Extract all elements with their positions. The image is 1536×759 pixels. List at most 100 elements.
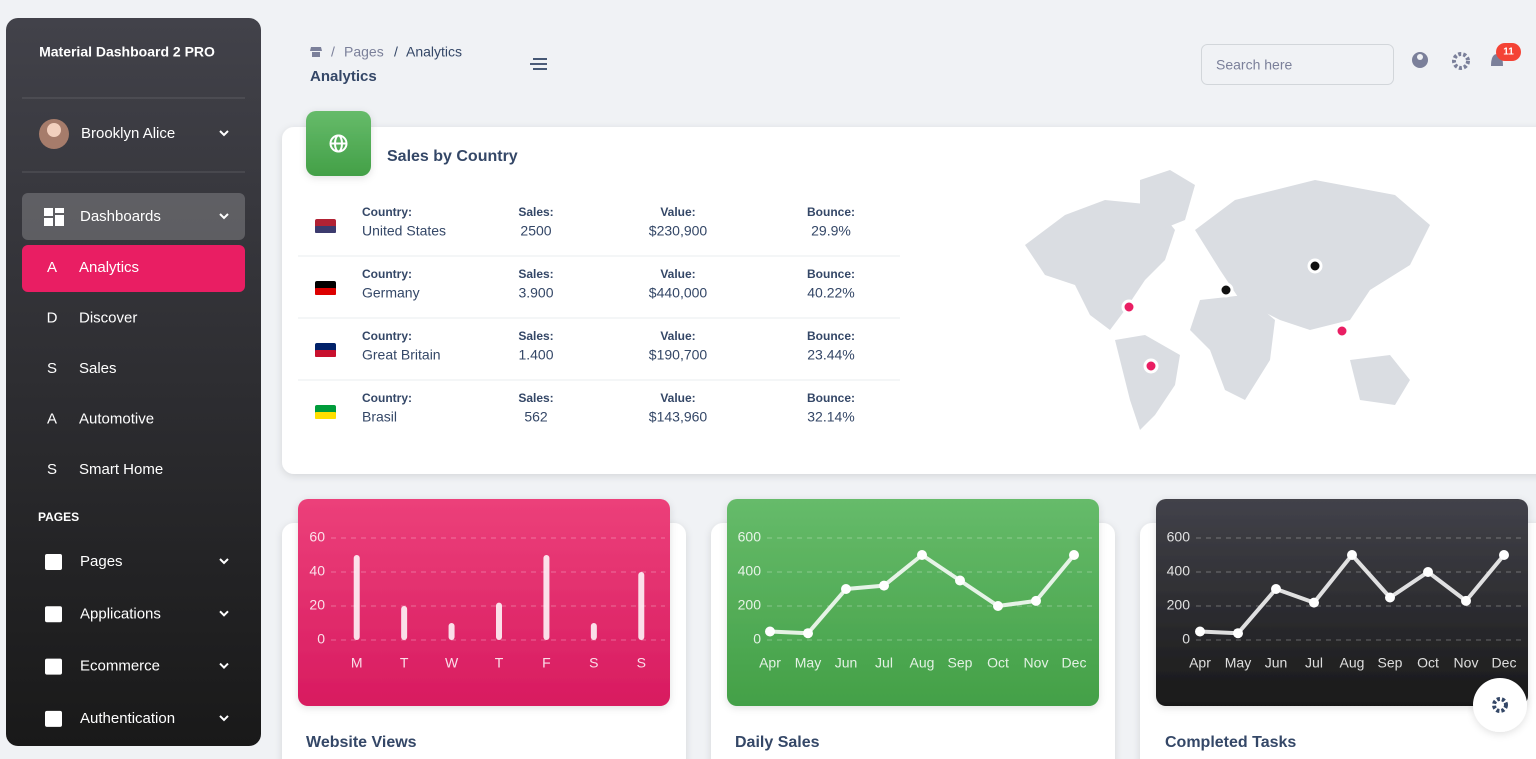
dashboard-items: A Analytics D Discover S Sales A Automotive S Sma… [47, 259, 164, 478]
active-item[interactable] [22, 245, 245, 292]
column-label: Bounce: [807, 391, 855, 405]
x-tick-label: Jul [875, 655, 893, 671]
user-name[interactable]: Brooklyn Alice [81, 125, 175, 142]
x-tick-label: Apr [759, 655, 781, 671]
world-map [1025, 170, 1430, 430]
nav-item[interactable]: Discover [79, 309, 137, 326]
home-icon[interactable] [310, 47, 322, 57]
nav-item[interactable]: Authentication [80, 710, 175, 727]
point [955, 575, 965, 586]
x-tick-label: T [400, 655, 409, 671]
cell: $230,900 [649, 223, 708, 239]
x-tick-label: Dec [1492, 655, 1517, 671]
column-label: Value: [660, 205, 695, 219]
column-label: Value: [660, 391, 695, 405]
cell: $190,700 [649, 347, 708, 363]
breadcrumb-separator: / [394, 44, 398, 60]
column-label: Country: [362, 329, 412, 343]
chart-panel [727, 499, 1099, 706]
chevron [219, 662, 229, 670]
column-label: Bounce: [807, 267, 855, 281]
bar [496, 602, 502, 640]
x-tick-label: May [1225, 655, 1251, 671]
item-letter: A [47, 259, 57, 276]
nav-item[interactable]: Smart Home [79, 461, 163, 478]
nav-item[interactable]: Automotive [79, 410, 154, 427]
column-label: Value: [660, 267, 695, 281]
charts: 0 20 40 60 M T W T F S S Website Views 0 200 400 600 Apr… [306, 529, 1523, 751]
search-placeholder: Search here [1216, 57, 1292, 73]
column-label: Sales: [518, 205, 553, 219]
nav-item[interactable]: Applications [80, 605, 161, 622]
nav-item[interactable]: Analytics [79, 259, 139, 276]
avatar-face [47, 123, 61, 137]
x-tick-label: Oct [1417, 655, 1439, 671]
cell: Brasil [362, 409, 397, 425]
column-label: Country: [362, 391, 412, 405]
y-tick-label: 400 [1167, 563, 1191, 579]
globe-icon [329, 134, 348, 153]
point [1031, 595, 1041, 606]
item-letter: S [47, 360, 57, 377]
breadcrumb-separator: / [331, 44, 335, 60]
bar [638, 572, 645, 640]
flag-band [315, 288, 336, 295]
breadcrumb[interactable]: Pages [344, 44, 384, 60]
flag-band [315, 226, 336, 233]
bar [448, 623, 455, 640]
column-label: Country: [362, 205, 412, 219]
point [1309, 597, 1319, 608]
item-letter: A [47, 410, 57, 427]
x-tick-label: S [589, 655, 598, 671]
cell: 29.9% [811, 223, 851, 239]
sidebar [6, 18, 261, 746]
column-label: Bounce: [807, 205, 855, 219]
nav-icon [45, 606, 62, 623]
column-label: Sales: [518, 329, 553, 343]
y-tick-label: 200 [1167, 597, 1191, 613]
point [1423, 567, 1433, 577]
cell: 32.14% [807, 409, 854, 425]
point [803, 628, 813, 639]
point [841, 584, 851, 594]
settings-icon[interactable] [1452, 52, 1470, 70]
x-tick-label: Dec [1062, 655, 1087, 671]
item-letter: S [47, 461, 57, 478]
cell: 1.400 [518, 347, 553, 363]
x-tick-label: Jun [835, 655, 858, 671]
y-tick-label: 200 [738, 597, 762, 613]
y-tick-label: 20 [309, 597, 325, 613]
nav-item[interactable]: Sales [79, 360, 117, 377]
point [1461, 595, 1471, 606]
page-items: Pages Applications Ecommerce Authentication [45, 553, 229, 727]
y-tick-label: 600 [1167, 529, 1191, 545]
menu-group[interactable] [22, 193, 245, 240]
x-tick-label: Apr [1189, 655, 1211, 671]
x-tick-label: Sep [948, 655, 973, 671]
menu-toggle[interactable] [530, 58, 547, 70]
bar [401, 606, 408, 640]
x-tick-label: Aug [910, 655, 935, 671]
x-tick-label: W [445, 655, 459, 671]
cell: United States [362, 223, 446, 239]
breadcrumb: Analytics [406, 44, 462, 60]
card-title: Sales by Country [387, 148, 518, 165]
brand: Material Dashboard 2 PRO [39, 44, 215, 60]
configurator-button[interactable] [1473, 678, 1527, 732]
configurator-icon [1492, 697, 1508, 713]
column-label: Country: [362, 267, 412, 281]
cell: $143,960 [649, 409, 708, 425]
nav-item[interactable]: Pages [80, 553, 123, 570]
point [993, 601, 1003, 611]
search-input[interactable] [1201, 44, 1394, 85]
cell: 562 [524, 409, 548, 425]
point [1385, 592, 1395, 603]
chart-title: Website Views [306, 734, 417, 751]
account-icon-head [1417, 54, 1423, 60]
point [1499, 550, 1509, 560]
x-tick-label: Nov [1024, 655, 1049, 671]
nav-item[interactable]: Ecommerce [80, 658, 160, 675]
nav-icon [45, 710, 62, 727]
y-tick-label: 0 [317, 631, 325, 647]
y-tick-label: 40 [309, 563, 325, 579]
